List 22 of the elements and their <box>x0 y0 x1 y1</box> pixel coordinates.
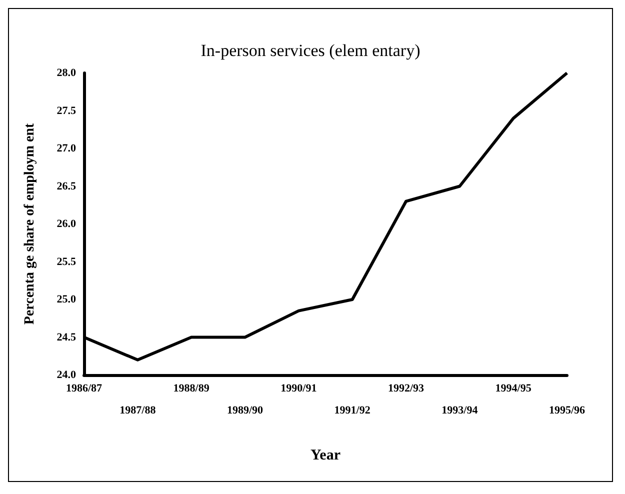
y-tick-label: 26.5 <box>56 180 76 192</box>
x-tick-label: 1992/93 <box>388 382 425 394</box>
y-tick-label: 27.0 <box>56 142 76 154</box>
y-axis-title: Percenta ge share of employm ent <box>22 123 38 325</box>
chart-title: In-person services (elem entary) <box>200 41 420 60</box>
x-tick-label: 1986/87 <box>66 382 103 394</box>
x-tick-label: 1988/89 <box>173 382 210 394</box>
x-tick-label: 1989/90 <box>226 404 264 416</box>
y-tick-label: 28.0 <box>56 67 76 79</box>
x-tick-label: 1995/96 <box>548 404 586 416</box>
x-tick-label: 1990/91 <box>280 382 317 394</box>
x-tick-label: 1993/94 <box>442 404 478 416</box>
x-tick-label: 1994/95 <box>495 382 532 394</box>
y-tick-label: 24.0 <box>56 369 76 381</box>
y-tick-label: 26.0 <box>56 218 76 230</box>
x-axis-title: Year <box>310 448 341 464</box>
y-tick-label: 24.5 <box>56 331 76 344</box>
x-tick-label: 1991/92 <box>334 404 371 416</box>
y-tick-label: 25.0 <box>56 294 76 306</box>
y-tick-label: 25.5 <box>56 256 76 268</box>
y-tick-label: 27.5 <box>56 104 76 117</box>
x-tick-label: 1987/88 <box>120 404 156 416</box>
